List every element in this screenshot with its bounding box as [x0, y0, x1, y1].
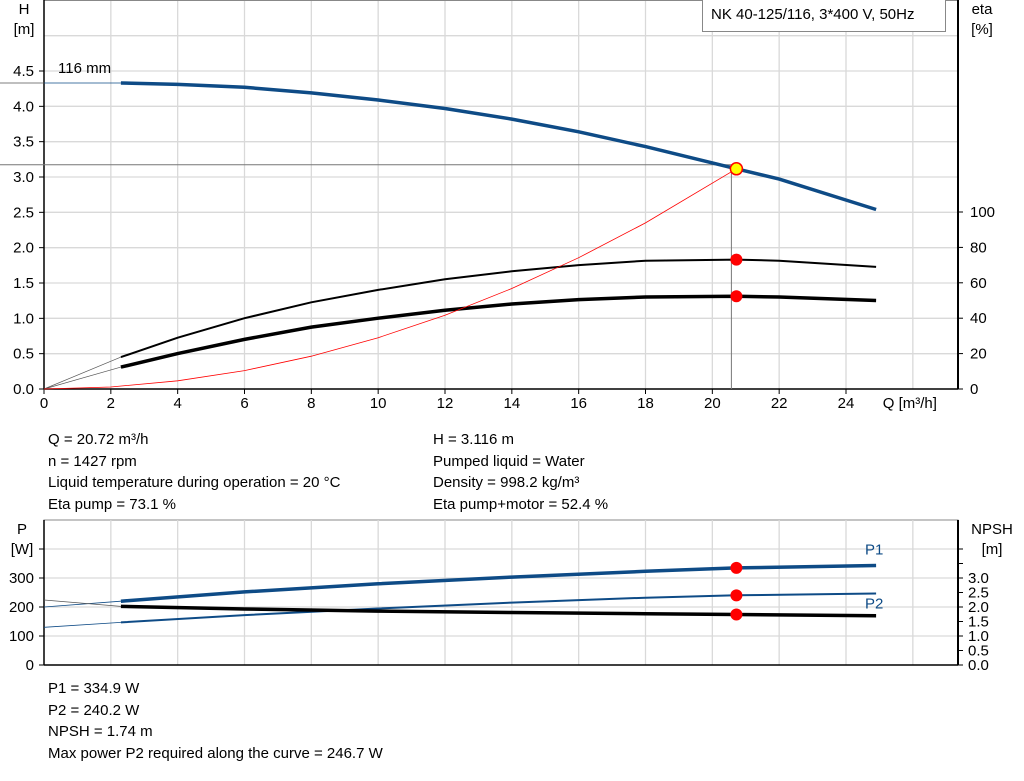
y2-tick-label: 20 [970, 346, 987, 363]
x-tick-label: 2 [107, 395, 115, 412]
y-tick-label: 3.0 [13, 169, 34, 186]
head-value: H = 3.116 m [433, 431, 515, 448]
npsh-axis-label: NPSH [m] [971, 521, 1013, 558]
plot-area-top [44, 0, 958, 389]
npsh-tick-label: 2.5 [968, 585, 989, 602]
y2-tick-label: 60 [970, 275, 987, 292]
y2-tick-label: 0 [970, 381, 978, 398]
p-tick-label: 300 [9, 570, 34, 587]
x-tick-label: 16 [570, 395, 587, 412]
x-tick-label: 22 [771, 395, 788, 412]
y2-tick-label: 80 [970, 239, 987, 256]
NPSH-extension [43, 599, 121, 607]
eta-pump-value: Eta pump = 73.1 % [48, 495, 176, 513]
y2-tick-label: 100 [970, 204, 995, 221]
npsh-tick-label: 1.0 [968, 628, 989, 645]
impeller-diameter-label: 116 mm [58, 60, 111, 77]
system_curve-curve [43, 168, 737, 390]
npsh-tick-label: 2.0 [968, 599, 989, 616]
x-tick-label: 6 [240, 395, 248, 412]
x-tick-label: 18 [637, 395, 654, 412]
p2-marker [730, 589, 743, 602]
y-axis-label: H [m] [14, 1, 35, 38]
x-tick-label: 8 [307, 395, 315, 412]
eta_pump-extension [43, 356, 122, 390]
npsh-tick-label: 1.5 [968, 614, 989, 631]
y-tick-label: 4.5 [13, 63, 34, 80]
y2-tick-label: 40 [970, 310, 987, 327]
x-tick-label: 24 [838, 395, 855, 412]
x-tick-label: 14 [503, 395, 520, 412]
y-tick-label: 1.0 [13, 310, 34, 327]
y-tick-label: 3.5 [13, 134, 34, 151]
y-tick-label: 2.0 [13, 240, 34, 257]
p1-marker [730, 561, 743, 574]
x-tick-label: 4 [173, 395, 181, 412]
density-value: Density = 998.2 kg/m³ [433, 474, 580, 491]
x-tick-label: 10 [370, 395, 387, 412]
info-bottom: P1 = 334.9 W P2 = 240.2 W NPSH = 1.74 m … [48, 678, 383, 764]
npsh-value: NPSH = 1.74 m [48, 723, 153, 740]
eta_pump_motor-curve [120, 294, 877, 369]
P2-label: P2 [865, 595, 883, 612]
eta_pump_motor-extension [43, 366, 121, 390]
y-tick-label: 0.0 [13, 381, 34, 398]
eta-pump-motor-value: Eta pump+motor = 52.4 % [433, 495, 609, 513]
x-tick-label: 0 [40, 395, 48, 412]
liquid-value: Pumped liquid = Water [433, 452, 585, 470]
npsh-tick-label: 0.5 [968, 643, 989, 660]
info-top-left: Q = 20.72 m³/h n = 1427 rpm Liquid tempe… [48, 429, 340, 515]
npsh-tick-label: 3.0 [968, 570, 989, 587]
temperature-value: Liquid temperature during operation = 20… [48, 474, 341, 491]
p2-value: P2 = 240.2 W [48, 701, 140, 719]
y-tick-label: 2.5 [13, 204, 34, 221]
p-tick-label: 100 [9, 628, 34, 645]
max-p2-value: Max power P2 required along the curve = … [48, 744, 383, 762]
P1-label: P1 [865, 542, 883, 559]
info-top-right: H = 3.116 m Pumped liquid = Water Densit… [433, 429, 608, 515]
duty-point-marker [729, 162, 744, 176]
head-curve [120, 81, 877, 212]
speed-value: n = 1427 rpm [48, 452, 137, 470]
p1-value: P1 = 334.9 W [48, 680, 140, 697]
chart-title: NK 40-125/116, 3*400 V, 50Hz [702, 0, 946, 32]
eta-pump-motor-marker [730, 290, 743, 303]
P2-extension [43, 622, 121, 628]
y-tick-label: 1.5 [13, 275, 34, 292]
x-tick-label: 20 [704, 395, 721, 412]
p-axis-label: P [W] [11, 521, 34, 558]
x-tick-label: 12 [437, 395, 454, 412]
eta-pump-marker [730, 253, 743, 266]
npsh-marker [730, 608, 743, 621]
y-tick-label: 0.5 [13, 346, 34, 363]
plot-area-bottom [43, 519, 959, 666]
y2-axis-label: eta [%] [971, 1, 993, 38]
P1-extension [43, 600, 121, 608]
y-tick-label: 4.0 [13, 98, 34, 115]
p-tick-label: 0 [26, 657, 34, 674]
flow-value: Q = 20.72 m³/h [48, 431, 149, 448]
p-tick-label: 200 [9, 599, 34, 616]
x-axis-label: Q [m³/h] [883, 395, 937, 412]
eta_pump-curve [120, 258, 877, 359]
npsh-tick-label: 0.0 [968, 657, 989, 674]
